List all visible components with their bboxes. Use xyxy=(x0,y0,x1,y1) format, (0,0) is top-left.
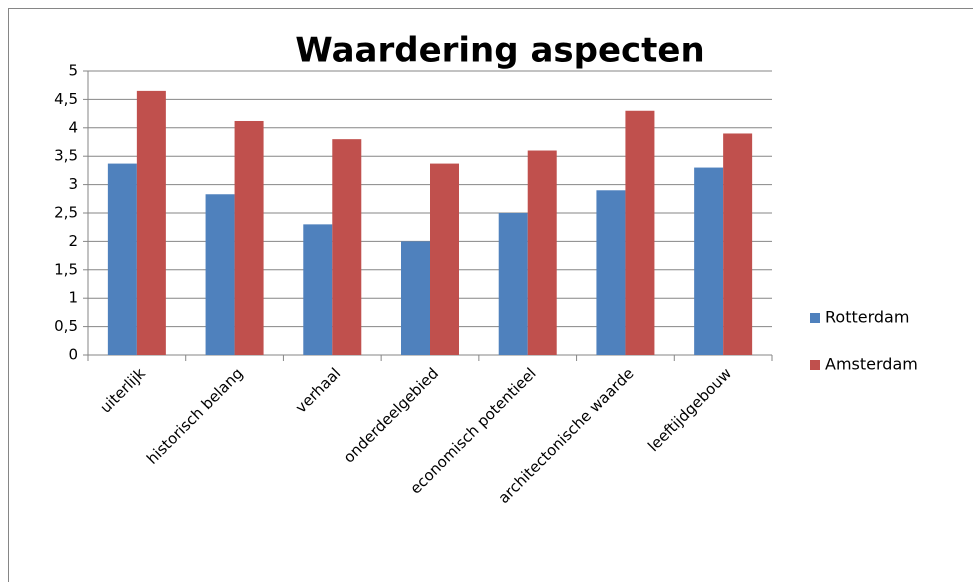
y-tick-label: 1 xyxy=(68,289,78,307)
bar xyxy=(234,120,264,355)
legend-label: Amsterdam xyxy=(825,355,918,374)
y-tick-label: 4,5 xyxy=(54,90,78,108)
bar xyxy=(430,163,459,355)
bar xyxy=(694,167,724,355)
bar xyxy=(527,150,557,355)
bar xyxy=(498,213,528,355)
y-tick-label: 1,5 xyxy=(54,260,78,278)
y-tick-label: 0 xyxy=(68,346,78,364)
y-tick-label: 3 xyxy=(68,175,78,193)
legend-label: Rotterdam xyxy=(825,308,909,327)
chart-title: Waardering aspecten xyxy=(295,31,704,71)
y-tick-label: 4 xyxy=(68,118,78,136)
y-tick-label: 0,5 xyxy=(54,317,78,335)
bar xyxy=(625,110,655,355)
bar xyxy=(723,133,753,355)
bar xyxy=(332,139,362,355)
bar xyxy=(303,224,333,355)
bar xyxy=(401,241,430,355)
bar xyxy=(136,90,166,355)
legend-swatch xyxy=(810,360,820,370)
chart-border xyxy=(8,8,973,582)
bar xyxy=(107,163,137,355)
bar xyxy=(596,190,626,355)
y-tick-label: 2 xyxy=(68,232,78,250)
legend-swatch xyxy=(810,313,820,323)
y-tick-label: 2,5 xyxy=(54,204,78,222)
bar xyxy=(205,194,235,355)
y-tick-label: 5 xyxy=(68,62,78,80)
y-tick-label: 3,5 xyxy=(54,147,78,165)
